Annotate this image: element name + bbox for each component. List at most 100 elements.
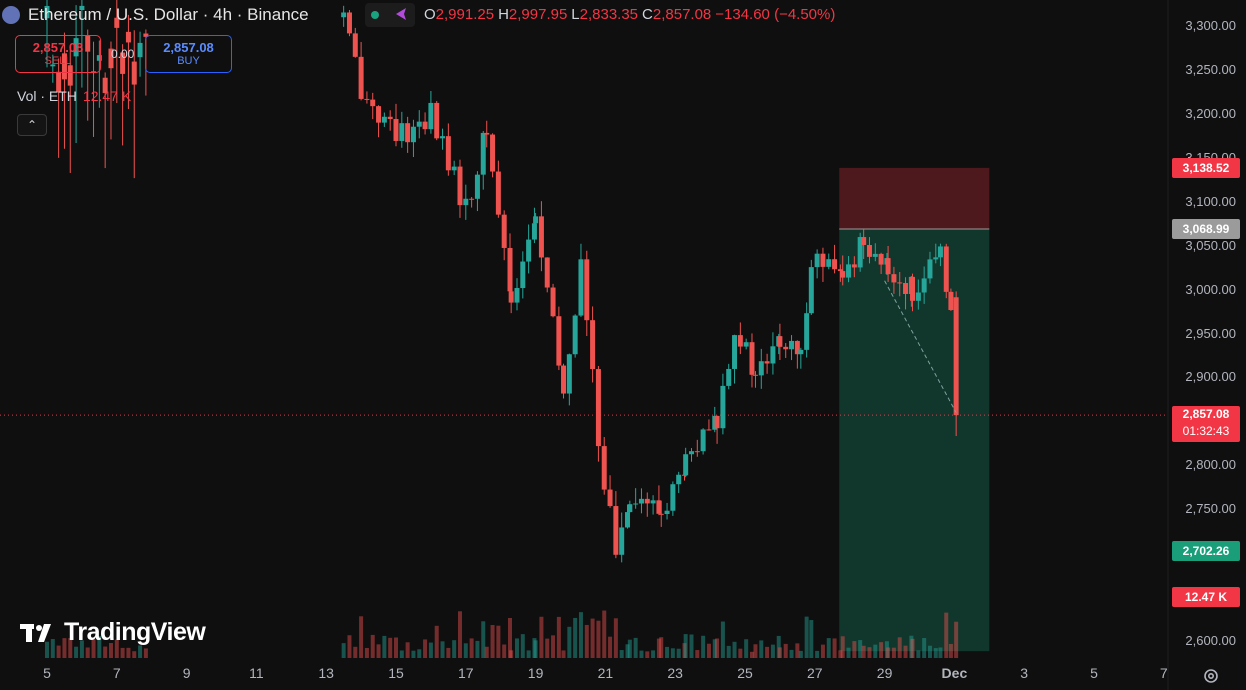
candle-body <box>837 269 843 272</box>
candle-body <box>102 77 108 94</box>
price-tick: 2,900.00 <box>1185 369 1236 385</box>
candle-body <box>872 253 878 257</box>
candle-body <box>352 33 358 57</box>
ethereum-icon <box>2 6 20 24</box>
candle-body <box>440 136 446 139</box>
volume-bar <box>639 650 644 658</box>
candle-body <box>341 12 347 18</box>
candle-body <box>514 288 520 303</box>
time-tick: 5 <box>1090 665 1098 681</box>
candle-body <box>520 261 526 289</box>
candle-body <box>851 264 857 268</box>
volume-bar <box>867 647 872 658</box>
sell-label: SELL <box>44 55 72 67</box>
volume-bar <box>502 644 507 658</box>
volume-bar <box>108 643 113 658</box>
alert-icon[interactable] <box>393 6 409 22</box>
volume-bar <box>665 646 670 658</box>
volume-bar <box>613 618 618 658</box>
candle-body <box>484 132 490 135</box>
tradingview-logo-icon <box>20 623 51 642</box>
candle-body <box>814 253 820 268</box>
candle-body <box>538 216 544 258</box>
volume-bar <box>777 647 782 658</box>
volume-bar <box>776 635 781 658</box>
volume-bar <box>832 638 837 658</box>
sell-button[interactable]: 2,857.08 SELL <box>15 35 101 73</box>
volume-bar <box>744 639 749 658</box>
settings-icon[interactable] <box>1202 667 1220 685</box>
candle-body <box>96 55 102 61</box>
time-tick: 23 <box>667 665 683 681</box>
time-tick: 19 <box>527 665 544 681</box>
volume-bar <box>74 646 79 658</box>
candle-body <box>566 354 572 394</box>
volume-bar <box>399 650 404 658</box>
candle-body <box>927 259 933 279</box>
candle-body <box>670 484 676 511</box>
volume-bar <box>909 635 914 658</box>
candle-body <box>948 291 954 311</box>
volume-bar <box>954 621 959 658</box>
volume-value: 12.47 K <box>82 88 132 104</box>
candle-body <box>794 340 800 355</box>
price-tick: 2,600.00 <box>1185 633 1236 648</box>
collapse-legend-button[interactable]: ⌃ <box>17 114 47 136</box>
time-tick: 9 <box>182 665 191 681</box>
candle-body <box>91 71 97 73</box>
ohlc-low: L2,833.35 <box>571 6 639 23</box>
volume-bar <box>602 610 607 658</box>
candle-body <box>490 134 496 172</box>
volume-bar <box>103 646 108 658</box>
candle-body <box>457 166 463 206</box>
candle-body <box>381 116 387 123</box>
volume-label: Vol · ETH <box>17 88 77 104</box>
volume-bar <box>846 647 851 658</box>
time-tick: 29 <box>876 665 893 681</box>
volume-bar <box>645 651 650 658</box>
volume-bar <box>633 637 638 658</box>
volume-bar <box>922 638 927 658</box>
volume-bar <box>347 635 352 658</box>
volume-legend[interactable]: Vol · ETH 12.47 K <box>17 88 131 104</box>
candle-body <box>550 287 556 317</box>
volume-bar <box>428 642 433 658</box>
volume-bar <box>738 648 743 658</box>
candle-body <box>67 65 73 86</box>
candle-body <box>533 216 539 224</box>
volume-bar <box>526 650 531 658</box>
candle-body <box>808 267 814 314</box>
volume-bar <box>840 636 845 658</box>
volume-bar <box>496 625 501 658</box>
candle-body <box>857 237 863 268</box>
volume-bar <box>481 621 486 658</box>
candle-body <box>676 474 682 485</box>
price-tag: 12.47 K <box>1172 587 1240 607</box>
candle-body <box>627 504 633 513</box>
candle-body <box>953 297 959 416</box>
symbol-title[interactable]: Ethereum / U.S. Dollar · 4h · Binance <box>28 5 309 24</box>
candle-body <box>56 71 62 93</box>
candle-body <box>891 274 897 283</box>
volume-bar <box>903 645 908 658</box>
buy-button[interactable]: 2,857.08 BUY <box>145 35 232 73</box>
candle-body <box>720 385 726 429</box>
volume-bar <box>886 647 891 658</box>
candle-body <box>469 198 475 200</box>
candle-body <box>846 264 852 278</box>
tradingview-wordmark: TradingView <box>64 618 206 646</box>
time-tick: 17 <box>458 665 474 681</box>
candle-body <box>943 246 949 292</box>
candle-body <box>694 451 700 453</box>
candle-body <box>501 214 507 248</box>
volume-bar <box>126 647 131 658</box>
candle-body <box>428 102 434 130</box>
volume-bar <box>50 639 55 658</box>
volume-bar <box>341 643 346 658</box>
time-tick: 27 <box>807 665 823 681</box>
volume-bar <box>916 650 921 658</box>
candle-body <box>474 174 480 199</box>
volume-bar <box>852 641 857 658</box>
volume-bar <box>120 647 125 658</box>
